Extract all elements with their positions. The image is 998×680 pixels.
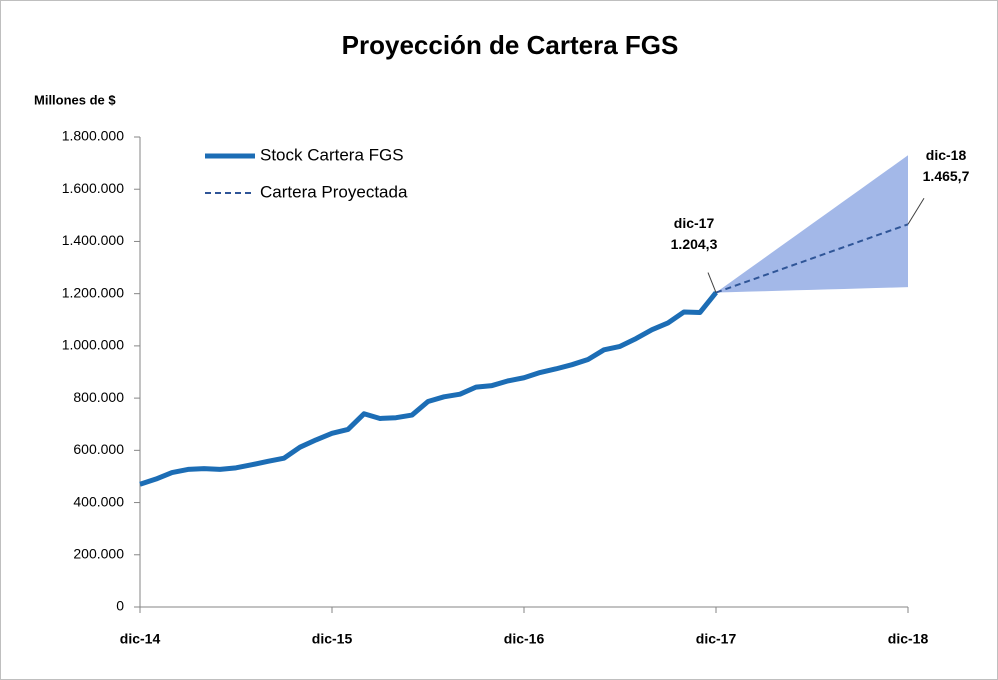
y-tick-label: 0 — [116, 598, 124, 614]
annotation-value: 1.465,7 — [923, 168, 970, 184]
annotation-category: dic-18 — [926, 147, 967, 163]
series-line — [139, 290, 718, 487]
series-line — [715, 223, 909, 294]
y-tick-label: 1.000.000 — [62, 337, 124, 353]
projection-band — [716, 155, 908, 293]
annotation-leader — [907, 198, 925, 225]
annotation-value: 1.204,3 — [671, 236, 718, 252]
y-tick-label: 1.800.000 — [62, 128, 124, 144]
y-tick-label: 1.200.000 — [62, 284, 124, 300]
x-tick-label: dic-17 — [696, 631, 737, 647]
annotation-leader — [707, 272, 717, 293]
legend-label: Stock Cartera FGS — [260, 145, 404, 164]
y-tick-label: 1.600.000 — [62, 180, 124, 196]
annotation-category: dic-17 — [674, 215, 715, 231]
x-tick-label: dic-14 — [120, 631, 161, 647]
y-tick-label: 1.400.000 — [62, 232, 124, 248]
chart-title: Proyección de Cartera FGS — [342, 30, 679, 60]
legend-label: Cartera Proyectada — [260, 182, 408, 201]
y-axis-label: Millones de $ — [34, 92, 116, 107]
x-tick-label: dic-18 — [888, 631, 929, 647]
y-tick-label: 200.000 — [73, 545, 124, 561]
x-tick-label: dic-15 — [312, 631, 353, 647]
y-tick-label: 400.000 — [73, 493, 124, 509]
y-tick-label: 800.000 — [73, 389, 124, 405]
y-tick-label: 600.000 — [73, 441, 124, 457]
x-tick-label: dic-16 — [504, 631, 545, 647]
